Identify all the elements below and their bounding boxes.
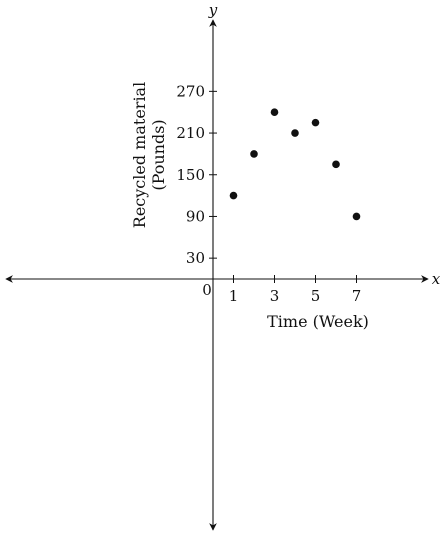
x-axis-title: Time (Week) xyxy=(267,312,369,331)
y-tick-label: 270 xyxy=(176,82,205,100)
data-point xyxy=(332,160,340,169)
data-point xyxy=(229,191,238,200)
data-point xyxy=(311,118,320,127)
y-axis-title-line-2: (Pounds) xyxy=(149,119,168,190)
x-tick-label: 1 xyxy=(229,287,239,305)
data-point xyxy=(352,212,361,221)
y-axis-title-line-1: Recycled material xyxy=(130,82,149,228)
y-axis-name: y xyxy=(208,1,218,19)
x-tick-label: 7 xyxy=(352,287,362,305)
y-ticks: 30 90 150 210 270 xyxy=(176,82,217,267)
x-tick-label: 5 xyxy=(311,287,321,305)
data-point xyxy=(270,108,279,116)
data-point xyxy=(250,150,258,158)
x-axis-name: x xyxy=(432,270,441,288)
origin-label: 0 xyxy=(202,281,212,299)
data-points xyxy=(229,108,361,221)
data-point xyxy=(291,129,299,137)
x-tick-label: 3 xyxy=(270,287,280,305)
y-tick-label: 30 xyxy=(186,249,205,267)
y-tick-label: 210 xyxy=(176,124,205,142)
y-tick-label: 150 xyxy=(176,166,205,184)
x-ticks: 1 3 5 7 xyxy=(229,275,362,305)
y-tick-label: 90 xyxy=(186,207,205,225)
